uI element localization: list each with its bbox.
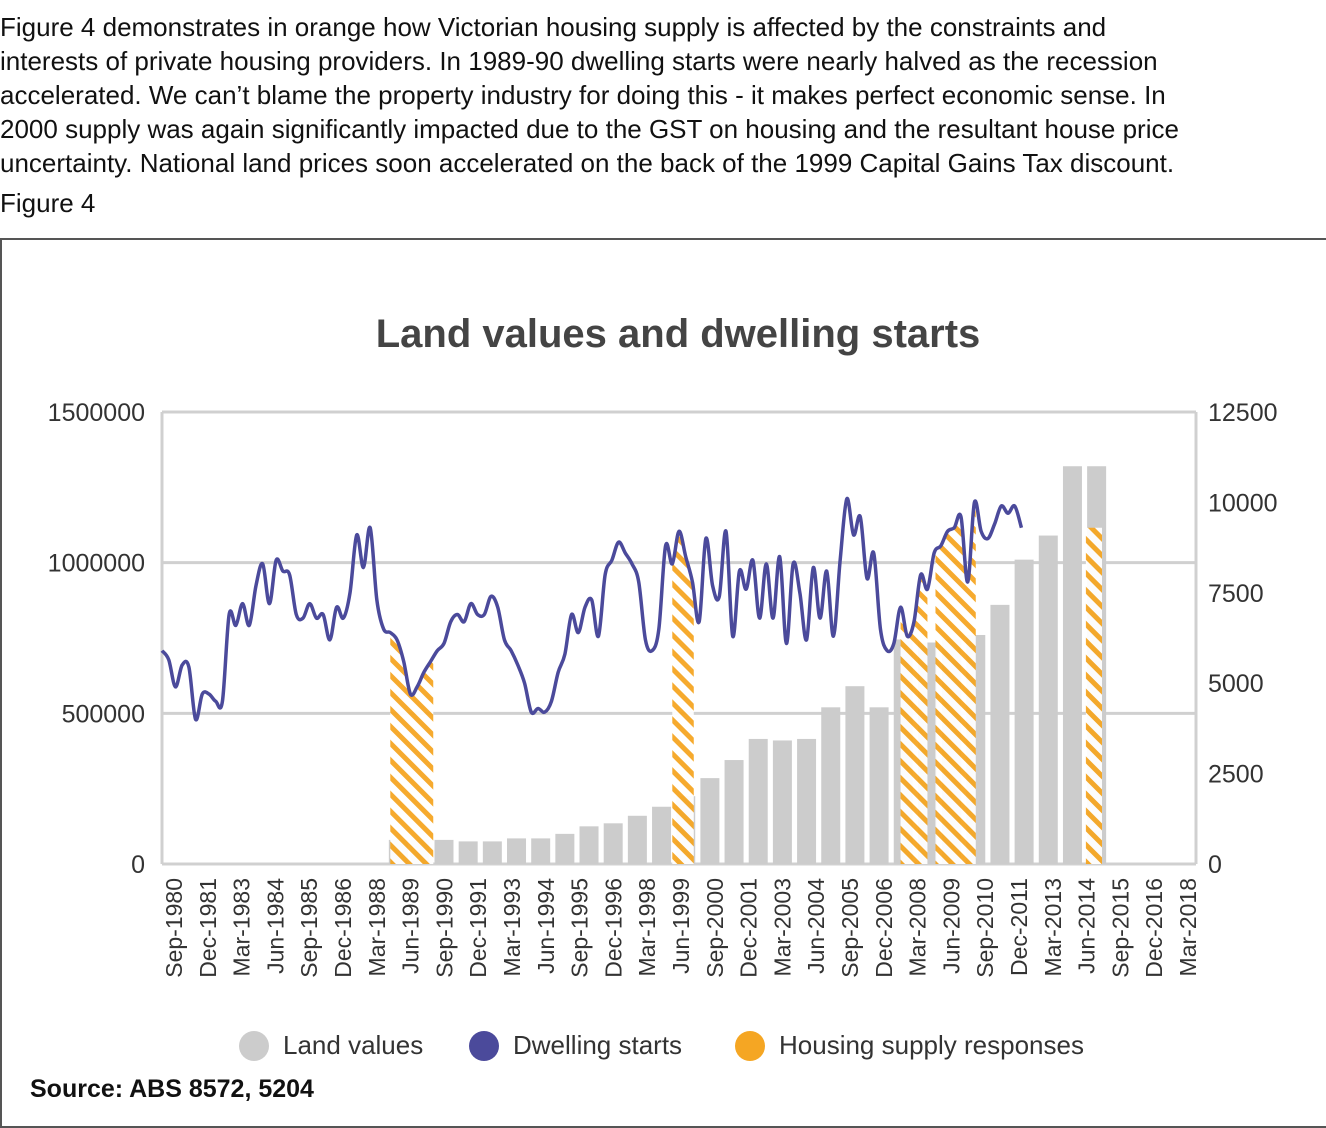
land-value-bar — [821, 707, 841, 864]
x-tick-label: Sep-2015 — [1107, 878, 1133, 978]
legend-marker — [469, 1031, 499, 1061]
x-tick-label: Sep-2010 — [972, 878, 998, 978]
y-axis-right: 0 2500 5000 7500 10000 12500 — [1208, 399, 1278, 879]
x-tick-label: Dec-1991 — [465, 878, 491, 978]
intro-line: uncertainty. National land prices soon a… — [0, 148, 1175, 178]
supply-response-area — [900, 574, 928, 864]
land-value-bars — [388, 466, 1107, 864]
y-right-tick-label: 0 — [1208, 851, 1222, 879]
x-tick-label: Dec-1986 — [330, 878, 356, 978]
land-value-bar — [869, 707, 889, 864]
x-tick-label: Mar-2013 — [1040, 878, 1066, 976]
land-value-bar — [652, 806, 672, 864]
intro-text: Figure 4 demonstrates in orange how Vict… — [0, 10, 1326, 180]
land-value-bar — [845, 686, 865, 864]
chart-title: Land values and dwelling starts — [376, 312, 981, 356]
land-value-bar — [1038, 535, 1058, 864]
intro-line: accelerated. We can’t blame the property… — [0, 80, 1166, 110]
y-left-tick-label: 500000 — [62, 700, 145, 728]
supply-response-area — [1085, 527, 1102, 864]
land-value-bar — [700, 778, 720, 864]
x-tick-label: Mar-1988 — [364, 878, 390, 976]
x-tick-label: Sep-2000 — [702, 878, 728, 978]
land-value-bar — [579, 826, 599, 864]
x-tick-label: Jun-2004 — [803, 878, 829, 974]
supply-response-area — [672, 533, 694, 864]
x-tick-label: Jun-1989 — [398, 878, 424, 974]
land-value-bar — [627, 815, 647, 864]
land-value-bar — [1014, 559, 1034, 864]
dwelling-starts-line — [160, 497, 1024, 722]
source-note: Source: ABS 8572, 5204 — [30, 1075, 314, 1103]
land-value-bar — [531, 838, 551, 864]
x-tick-label: Dec-2001 — [736, 878, 762, 978]
land-value-bar — [724, 760, 744, 864]
land-value-bar — [507, 838, 527, 864]
x-tick-label: Sep-2005 — [837, 878, 863, 978]
land-value-bar — [434, 839, 454, 864]
x-tick-label: Sep-1995 — [567, 878, 593, 978]
supply-response-area — [390, 632, 434, 864]
land-value-bar — [603, 823, 623, 864]
x-tick-label: Jun-1994 — [533, 878, 559, 974]
x-tick-label: Mar-1993 — [499, 878, 525, 976]
figure-label: Figure 4 — [0, 188, 96, 218]
y-right-tick-label: 7500 — [1208, 580, 1264, 608]
y-left-tick-label: 1000000 — [48, 550, 145, 578]
y-axis-left: 0 500000 1000000 1500000 — [48, 399, 145, 879]
x-tick-label: Dec-1996 — [600, 878, 626, 978]
y-left-tick-label: 0 — [131, 851, 145, 879]
intro-line: interests of private housing providers. … — [0, 46, 1158, 76]
x-tick-label: Jun-1999 — [668, 878, 694, 974]
supply-response-area — [935, 508, 976, 864]
x-tick-label: Sep-1980 — [161, 878, 187, 978]
x-tick-label: Jun-2009 — [938, 878, 964, 974]
x-tick-label: Jun-2014 — [1074, 878, 1100, 974]
y-right-tick-label: 10000 — [1208, 489, 1278, 517]
x-tick-label: Sep-1990 — [431, 878, 457, 978]
y-right-tick-label: 12500 — [1208, 399, 1278, 427]
x-tick-label: Mar-2003 — [769, 878, 795, 976]
legend-label: Dwelling starts — [513, 1030, 682, 1060]
x-tick-label: Dec-1981 — [195, 878, 221, 978]
x-tick-label: Mar-1983 — [229, 878, 255, 976]
y-left-tick-label: 1500000 — [48, 399, 145, 427]
y-right-tick-label: 5000 — [1208, 670, 1264, 698]
x-tick-label: Dec-2006 — [871, 878, 897, 978]
land-value-bar — [748, 738, 768, 864]
land-value-bar — [458, 841, 478, 864]
y-right-tick-label: 2500 — [1208, 761, 1264, 789]
x-axis: Sep-1980 Dec-1981 Mar-1983 Jun-1984 Sep-1985… — [161, 878, 1201, 978]
supply-response-areas — [390, 508, 1102, 864]
land-value-bar — [797, 738, 817, 864]
legend: Land values Dwelling starts Housing supply… — [239, 1030, 1084, 1061]
x-tick-label: Dec-2011 — [1006, 878, 1032, 976]
legend-marker — [239, 1031, 269, 1061]
x-tick-label: Sep-1985 — [296, 878, 322, 978]
x-tick-label: Mar-2008 — [905, 878, 931, 976]
intro-line: Figure 4 demonstrates in orange how Vict… — [0, 12, 1107, 42]
legend-label: Land values — [283, 1030, 423, 1060]
x-tick-label: Dec-2016 — [1141, 878, 1167, 978]
land-value-bar — [772, 740, 792, 864]
intro-line: 2000 supply was again significantly impa… — [0, 114, 1179, 144]
legend-marker — [735, 1031, 765, 1061]
legend-label: Housing supply responses — [779, 1030, 1084, 1060]
x-tick-label: Jun-1984 — [262, 878, 288, 974]
land-value-bar — [555, 833, 575, 864]
x-tick-label: Mar-1998 — [634, 878, 660, 976]
land-value-bar — [1062, 466, 1082, 864]
x-tick-label: Mar-2018 — [1175, 878, 1201, 976]
land-value-bar — [482, 841, 502, 864]
land-value-bar — [990, 604, 1010, 864]
dwelling-starts-series — [160, 497, 1024, 722]
